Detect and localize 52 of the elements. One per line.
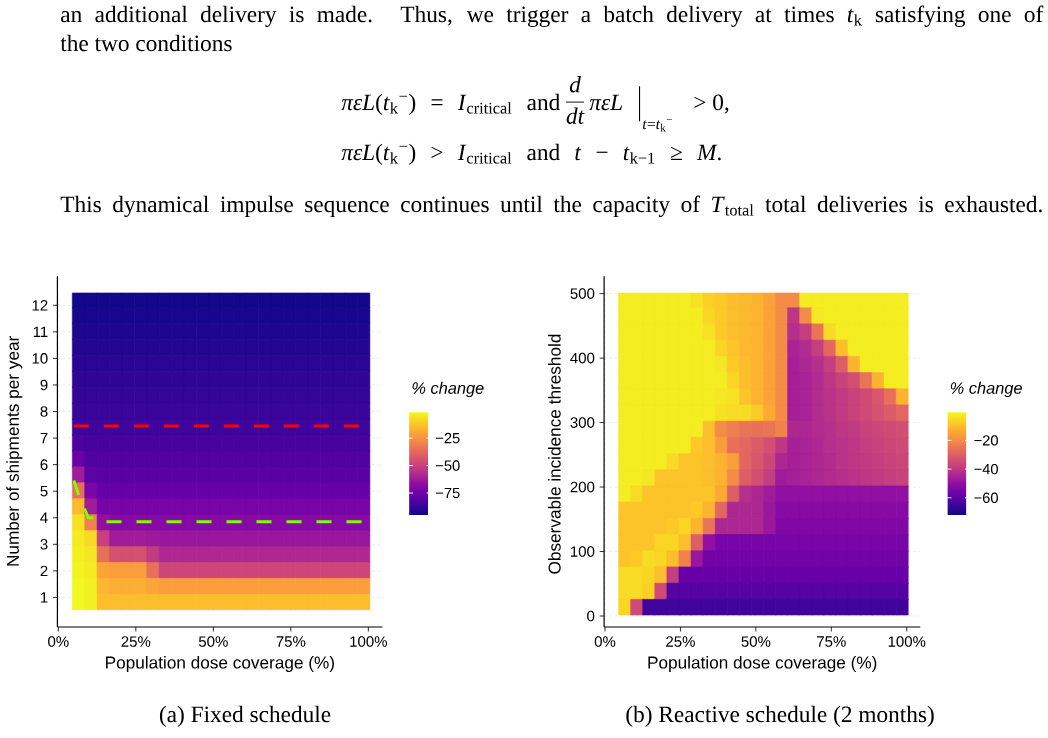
y-tick-label: 2 [40,565,48,577]
text: d [569,76,581,93]
y-tick-label: 200 [570,481,595,493]
x-tick-label: 25% [121,636,151,647]
color-bar-label: −20 [974,435,998,446]
y-tick-label: 300 [570,417,595,428]
x-axis-title: Population dose coverage (%) [648,655,877,673]
y-tick-label: 100 [571,546,595,557]
text: πεL(t$_{k}$$^{−}$) > I$_{critical}$ and t − t$_{k−1}$ ≥ M. [341,143,721,165]
y-tick-label: 10 [32,353,48,364]
y-tick-label: 0 [587,610,595,622]
y-tick-label: 5 [40,485,48,497]
y-axis-title: Number of shipments per year [6,336,23,566]
y-tick-label: 11 [33,326,48,337]
text: t=t$_{k}$− [642,119,672,132]
x-tick-label: 100% [888,636,926,647]
y-tick-label: 3 [40,539,48,550]
x-axis-title: Population dose coverage (%) [106,655,334,673]
text: (a) Fixed schedule [159,705,331,727]
y-tick-label: 8 [40,406,48,417]
y-tick-label: 400 [570,352,595,364]
color-bar-label: −60 [974,492,998,503]
text: > 0, [694,94,729,114]
text: an additional delivery is made. Thus, we trigger a batch delivery at times t$_{k}$ satisfying one of [61,5,1044,28]
text: This dynamical impulse sequence continues until the capacity of T$_{total}$ total deliveries is exhausted. [60,195,1042,218]
color-bar-label: −50 [436,460,460,471]
color-bar-title: % change [950,381,1022,398]
color-bar-label: −40 [974,463,998,475]
y-tick-label: 1 [41,592,48,603]
x-tick-label: 50% [741,636,771,647]
y-tick-label: 4 [40,512,48,523]
x-tick-label: 0% [48,636,69,647]
y-tick-label: 7 [40,432,48,444]
color-bar-label: −25 [436,432,460,444]
text: the two conditions [60,34,232,52]
y-tick-label: 500 [570,288,595,299]
x-tick-label: 50% [198,636,228,647]
x-tick-label: 75% [817,636,846,647]
text: πεL [589,94,622,111]
text: dt [566,107,585,124]
y-tick-label: 12 [32,300,48,311]
color-bar-label: −75 [436,487,460,499]
x-tick-label: 25% [666,636,695,647]
text: πεL(t$_{k}$$^{−}$) = I$_{critical}$ and [341,93,560,115]
y-axis-title: Observable incidence threshold [548,334,561,574]
text: (b) Reactive schedule (2 months) [626,705,934,727]
x-tick-label: 75% [276,636,306,647]
x-tick-label: 100% [350,636,387,647]
x-tick-label: 0% [594,636,616,647]
color-bar-title: % change [412,381,484,398]
y-tick-label: 9 [40,379,48,391]
y-tick-label: 6 [40,459,48,470]
